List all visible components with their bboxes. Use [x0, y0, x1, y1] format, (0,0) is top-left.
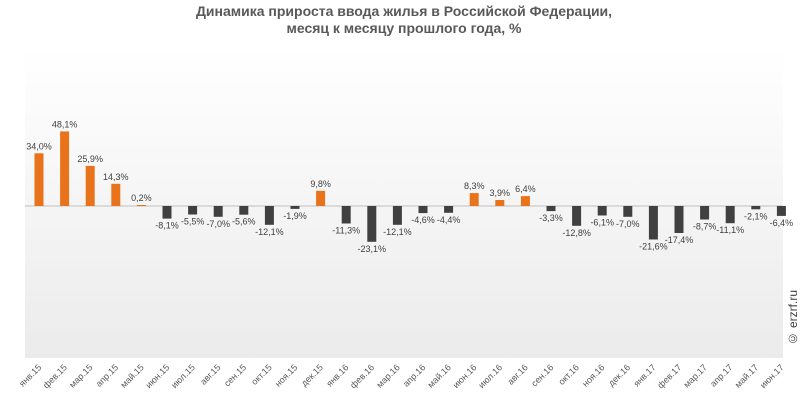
- data-label-мар.16: -12,1%: [383, 227, 412, 237]
- data-label-фев.15: 48,1%: [52, 119, 78, 129]
- data-label-июн.15: -8,1%: [155, 221, 179, 231]
- data-label-авг.16: 6,4%: [515, 184, 536, 194]
- bar-июл.15: [188, 206, 198, 215]
- bar-окт.15: [264, 206, 274, 225]
- bar-янв.17: [648, 206, 658, 240]
- data-label-янв.15: 34,0%: [26, 141, 52, 151]
- bar-мар.16: [392, 206, 402, 225]
- watermark: © erzrf.ru: [786, 290, 800, 346]
- data-label-апр.17: -11,1%: [716, 225, 744, 235]
- bar-ноя.16: [597, 206, 607, 216]
- chart-title-line-2: месяц к месяцу прошлого года, %: [286, 20, 522, 36]
- tick-label-май.16: май.16: [426, 362, 453, 389]
- bar-фев.15: [60, 131, 70, 206]
- bar-ноя.15: [290, 206, 300, 209]
- data-label-мар.17: -8,7%: [693, 222, 717, 232]
- bar-авг.16: [520, 196, 530, 206]
- bar-июн.16: [469, 193, 479, 206]
- bar-окт.16: [572, 206, 582, 226]
- data-label-фев.16: -23,1%: [358, 244, 387, 254]
- chart-title: Динамика прироста ввода жилья в Российск…: [0, 3, 808, 37]
- chart-title-line-1: Динамика прироста ввода жилья в Российск…: [195, 3, 613, 19]
- data-label-янв.16: -11,3%: [332, 226, 360, 236]
- tick-label-дек.15: дек.15: [299, 362, 325, 388]
- data-label-ноя.16: -6,1%: [590, 218, 614, 228]
- tick-label-июн.16: июн.16: [451, 362, 479, 390]
- data-label-мар.15: 25,9%: [77, 154, 103, 164]
- tick-label-авг.15: авг.15: [198, 362, 222, 386]
- plot-area: [25, 48, 783, 358]
- data-label-авг.15: -7,0%: [206, 219, 230, 229]
- tick-label-фев.15: фев.15: [41, 362, 69, 390]
- tick-label-окт.15: окт.15: [249, 362, 274, 387]
- data-label-июн.16: 8,3%: [464, 181, 485, 191]
- bar-фев.17: [674, 206, 684, 233]
- tick-label-фев.17: фев.17: [655, 362, 683, 390]
- data-label-фев.17: -17,4%: [665, 235, 694, 245]
- bar-июн.17: [776, 206, 786, 216]
- tick-label-июл.15: июл.15: [169, 362, 197, 390]
- tick-label-апр.16: апр.16: [401, 362, 427, 388]
- tick-label-авг.16: авг.16: [505, 362, 529, 386]
- bar-апр.17: [725, 206, 735, 224]
- bar-мар.17: [700, 206, 710, 220]
- bar-май.16: [444, 206, 454, 213]
- data-label-окт.16: -12,8%: [562, 228, 591, 238]
- bar-дек.16: [623, 206, 633, 217]
- tick-label-дек.16: дек.16: [606, 362, 632, 388]
- bar-май.15: [136, 205, 146, 206]
- tick-label-янв.15: янв.15: [17, 362, 43, 388]
- data-label-май.17: -2,1%: [744, 211, 768, 221]
- bar-апр.16: [418, 206, 428, 214]
- bar-июн.15: [162, 206, 172, 219]
- data-label-дек.16: -7,0%: [616, 219, 640, 229]
- data-labels: 34,0%48,1%25,9%14,3%0,2%-8,1% -5,5% -7,0% -…: [26, 119, 793, 253]
- bar-фев.16: [367, 206, 377, 242]
- data-label-сен.16: -3,3%: [539, 213, 563, 223]
- tick-label-апр.17: апр.17: [708, 362, 734, 388]
- tick-label-ноя.15: ноя.15: [273, 362, 299, 388]
- bar-мар.15: [85, 165, 95, 206]
- tick-label-май.17: май.17: [733, 362, 760, 389]
- bar-сен.15: [239, 206, 249, 215]
- tick-label-сен.15: сен.15: [222, 362, 248, 388]
- data-label-апр.15: 14,3%: [103, 172, 129, 182]
- tick-label-мар.17: мар.17: [682, 362, 709, 389]
- tick-label-мар.15: мар.15: [67, 362, 94, 389]
- tick-label-янв.17: янв.17: [632, 362, 658, 388]
- tick-label-июн.17: июн.17: [758, 362, 786, 390]
- data-label-июн.17: -6,4%: [770, 218, 794, 228]
- bar-янв.15: [34, 153, 44, 206]
- bar-сен.16: [546, 206, 556, 212]
- data-label-дек.15: 9,8%: [310, 179, 331, 189]
- bar-авг.15: [213, 206, 223, 217]
- data-label-окт.15: -12,1%: [255, 227, 284, 237]
- data-label-июл.15: -5,5%: [181, 217, 205, 227]
- tick-label-фев.16: фев.16: [348, 362, 376, 390]
- tick-label-май.15: май.15: [118, 362, 145, 389]
- data-label-сен.15: -5,6%: [232, 217, 256, 227]
- data-label-май.16: -4,4%: [437, 215, 461, 225]
- bar-апр.15: [111, 183, 121, 206]
- tick-label-июн.15: июн.15: [144, 362, 172, 390]
- data-label-ноя.15: -1,9%: [283, 211, 307, 221]
- bar-series: [34, 131, 786, 242]
- tick-label-ноя.16: ноя.16: [580, 362, 606, 388]
- tick-label-июл.16: июл.16: [476, 362, 504, 390]
- data-label-апр.16: -4,6%: [411, 215, 435, 225]
- tick-label-окт.16: окт.16: [556, 362, 581, 387]
- bar-июл.16: [495, 200, 505, 206]
- bar-янв.16: [341, 206, 351, 224]
- data-label-июл.16: 3,9%: [490, 188, 511, 198]
- tick-label-янв.16: янв.16: [324, 362, 350, 388]
- bar-май.17: [751, 206, 761, 210]
- data-label-май.15: 0,2%: [131, 193, 152, 203]
- tick-label-мар.16: мар.16: [374, 362, 401, 389]
- bar-дек.15: [316, 190, 326, 206]
- data-label-янв.17: -21,6%: [639, 242, 668, 252]
- tick-label-апр.15: апр.15: [94, 362, 120, 388]
- tick-label-сен.16: сен.16: [529, 362, 555, 388]
